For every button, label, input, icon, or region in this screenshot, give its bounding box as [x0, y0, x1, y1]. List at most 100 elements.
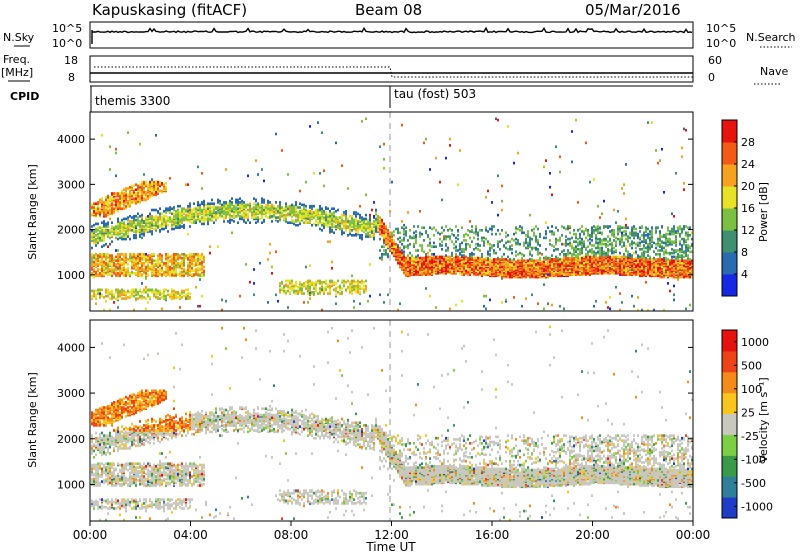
- echo-cell: [437, 232, 439, 235]
- echo-cell: [347, 220, 349, 223]
- echo-cell: [163, 289, 165, 292]
- echo-cell: [473, 257, 475, 260]
- echo-cell: [441, 226, 443, 229]
- echo-cell: [131, 267, 133, 270]
- echo-cell: [157, 254, 159, 257]
- echo-cell: [345, 289, 347, 292]
- echo-cell: [475, 257, 477, 260]
- echo-cell: [111, 210, 113, 213]
- echo-cell: [505, 299, 507, 302]
- echo-cell: [467, 243, 469, 246]
- echo-cell: [99, 253, 101, 256]
- echo-cell: [249, 281, 251, 284]
- echo-cell: [481, 237, 483, 240]
- echo-cell: [441, 244, 443, 247]
- echo-cell: [575, 119, 577, 122]
- echo-cell: [95, 296, 97, 299]
- echo-cell: [517, 239, 519, 242]
- echo-cell: [355, 211, 357, 214]
- echo-cell: [533, 247, 535, 250]
- echo-cell: [415, 239, 417, 242]
- echo-cell: [177, 273, 179, 276]
- echo-cell: [479, 272, 481, 275]
- echo-cell: [163, 262, 165, 265]
- echo-cell: [529, 214, 531, 217]
- echo-cell: [425, 287, 427, 290]
- echo-cell: [299, 206, 301, 209]
- echo-cell: [225, 300, 227, 303]
- echo-cell: [579, 228, 581, 231]
- echo-cell: [463, 257, 465, 260]
- echo-cell: [101, 245, 103, 248]
- echo-cell: [489, 273, 491, 276]
- echo-cell: [541, 261, 543, 264]
- echo-cell: [93, 268, 95, 271]
- echo-cell: [91, 295, 93, 298]
- echo-cell: [549, 230, 551, 233]
- echo-cell: [341, 291, 343, 294]
- echo-cell: [301, 215, 303, 218]
- echo-cell: [591, 270, 593, 273]
- echo-cell: [307, 287, 309, 290]
- echo-cell: [373, 215, 375, 218]
- echo-cell: [249, 221, 251, 224]
- echo-cell: [327, 214, 329, 217]
- echo-cell: [111, 264, 113, 267]
- echo-cell: [171, 292, 173, 295]
- echo-cell: [413, 235, 415, 238]
- echo-cell: [511, 252, 513, 255]
- echo-cell: [95, 202, 97, 205]
- echo-cell: [313, 172, 315, 175]
- echo-cell: [385, 249, 387, 252]
- echo-cell: [323, 210, 325, 213]
- echo-cell: [199, 257, 201, 260]
- echo-cell: [339, 220, 341, 223]
- echo-cell: [139, 215, 141, 218]
- echo-cell: [355, 291, 357, 294]
- echo-cell: [337, 286, 339, 289]
- echo-cell: [393, 253, 395, 256]
- echo-cell: [489, 247, 491, 250]
- nsky-frame: [90, 22, 693, 48]
- echo-cell: [501, 256, 503, 259]
- echo-cell: [121, 297, 123, 300]
- echo-cell: [155, 289, 157, 292]
- echo-cell: [491, 233, 493, 236]
- echo-cell: [151, 195, 153, 198]
- echo-cell: [111, 290, 113, 293]
- echo-cell: [493, 225, 495, 228]
- echo-cell: [143, 234, 145, 237]
- echo-cell: [563, 308, 565, 311]
- echo-cell: [515, 242, 517, 245]
- echo-cell: [237, 221, 239, 224]
- echo-cell: [263, 201, 265, 204]
- echo-cell: [583, 240, 585, 243]
- echo-cell: [529, 245, 531, 248]
- echo-cell: [243, 220, 245, 223]
- echo-cell: [489, 249, 491, 252]
- echo-cell: [351, 282, 353, 285]
- echo-cell: [157, 210, 159, 213]
- echo-cell: [241, 202, 243, 205]
- echo-cell: [221, 204, 223, 207]
- echo-cell: [463, 234, 465, 237]
- echo-cell: [407, 257, 409, 260]
- echo-cell: [241, 200, 243, 203]
- echo-cell: [263, 219, 265, 222]
- echo-cell: [485, 262, 487, 265]
- echo-cell: [465, 247, 467, 250]
- echo-cell: [199, 218, 201, 221]
- echo-cell: [569, 242, 571, 245]
- echo-cell: [443, 256, 445, 259]
- echo-cell: [415, 256, 417, 259]
- echo-cell: [581, 247, 583, 250]
- echo-cell: [137, 221, 139, 224]
- echo-cell: [157, 216, 159, 219]
- echo-cell: [239, 218, 241, 221]
- echo-cell: [149, 266, 151, 269]
- echo-cell: [401, 252, 403, 255]
- echo-cell: [551, 244, 553, 247]
- echo-cell: [271, 220, 273, 223]
- echo-cell: [591, 234, 593, 237]
- echo-cell: [95, 230, 97, 233]
